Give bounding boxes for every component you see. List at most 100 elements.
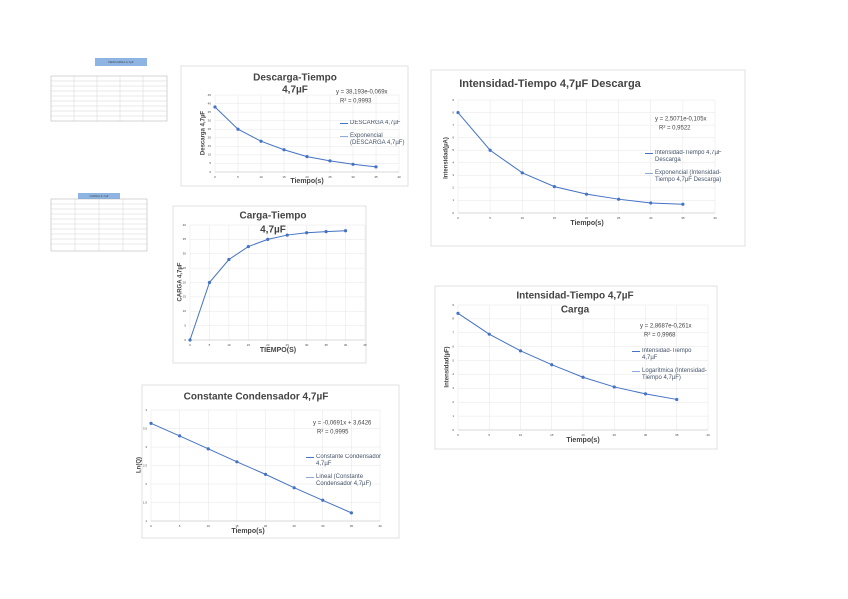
y-tick-label: 40 bbox=[183, 223, 187, 227]
y-tick-label: 1 bbox=[145, 519, 147, 523]
y-tick-label: 1 bbox=[452, 198, 454, 202]
legend-swatch bbox=[340, 123, 348, 124]
table-title: CARGA 4,7µF bbox=[89, 194, 108, 198]
x-tick-label: 45 bbox=[363, 343, 367, 347]
x-tick-label: 0 bbox=[457, 433, 459, 437]
chart-title: Carga-Tiempo bbox=[239, 211, 306, 222]
y-tick-label: 3.5 bbox=[143, 426, 148, 430]
legend-row: Intensidad-Tiempo 4,7µF Descarga bbox=[645, 150, 740, 164]
x-axis-label: Tiempo(s) bbox=[231, 528, 264, 535]
legend-swatch bbox=[306, 477, 314, 478]
x-tick-label: 35 bbox=[350, 524, 354, 528]
legend-box: DESCARGA 4,7µF Exponencial (DESCARGA 4,7µ… bbox=[340, 120, 410, 147]
y-tick-label: 20 bbox=[183, 280, 187, 284]
x-axis-label: Tiempo(s) bbox=[570, 220, 603, 227]
x-tick-label: 15 bbox=[235, 524, 239, 528]
y-axis-label: Intensidad(µA) bbox=[444, 137, 450, 179]
x-axis-label: Tiempo(s) bbox=[290, 178, 323, 185]
data-point bbox=[149, 421, 153, 425]
y-tick-label: 0 bbox=[452, 428, 454, 432]
trend-r2: R² = 0,9993 bbox=[340, 99, 372, 105]
y-tick-label: 2.5 bbox=[143, 463, 148, 467]
trend-r2: R² = 0,9522 bbox=[659, 126, 691, 132]
y-axis-label: Intensidad(µF) bbox=[445, 346, 451, 387]
series-line bbox=[150, 422, 352, 514]
trend-equation: y = 2,8687e-0,261x bbox=[640, 324, 692, 330]
y-tick-label: 4 bbox=[452, 372, 454, 376]
x-tick-label: 20 bbox=[305, 175, 309, 179]
y-tick-label: 35 bbox=[208, 110, 212, 114]
legend-swatch bbox=[645, 173, 653, 174]
chart: 0 1 2 3 4 5 6 7 8 9 0 5 10 15 20 25 30 35 40 Intensidad-Tie… bbox=[434, 285, 718, 450]
data-point bbox=[188, 338, 192, 342]
data-point bbox=[584, 192, 589, 196]
trend-r2: R² = 0,9995 bbox=[317, 430, 349, 436]
y-tick-label: 2 bbox=[452, 400, 454, 404]
x-tick-label: 35 bbox=[374, 175, 378, 179]
x-tick-label: 30 bbox=[321, 524, 325, 528]
chart-frame bbox=[141, 384, 400, 539]
y-tick-label: 0 bbox=[452, 211, 454, 215]
data-point bbox=[321, 498, 325, 502]
y-tick-label: 0 bbox=[184, 338, 186, 342]
y-tick-label: 10 bbox=[183, 309, 187, 313]
x-tick-label: 25 bbox=[617, 216, 621, 220]
data-point bbox=[324, 230, 328, 234]
legend-trend-label: Logarítmica (Intensidad-Tiempo 4,7µF) bbox=[642, 368, 707, 381]
data-point bbox=[552, 185, 556, 189]
data-point bbox=[581, 375, 585, 379]
y-tick-label: 25 bbox=[183, 266, 187, 270]
data-point bbox=[206, 447, 210, 451]
chart-title: Intensidad-Tiempo 4,7µF Descarga bbox=[459, 78, 641, 90]
x-tick-label: 20 bbox=[581, 433, 585, 437]
y-tick-label: 7 bbox=[452, 123, 454, 127]
series-line bbox=[457, 112, 683, 205]
data-point bbox=[282, 148, 286, 152]
data-point bbox=[349, 511, 353, 515]
y-tick-label: 7 bbox=[452, 331, 454, 335]
trend-r2: R² = 0,9968 bbox=[644, 333, 676, 339]
data-point bbox=[305, 231, 309, 235]
data-point bbox=[550, 363, 554, 367]
x-tick-label: 35 bbox=[324, 343, 328, 347]
y-tick-label: 6 bbox=[452, 344, 454, 348]
x-tick-label: 30 bbox=[351, 175, 355, 179]
legend-row: Lineal (Constante Condensador 4,7µF) bbox=[306, 474, 391, 488]
y-tick-label: 35 bbox=[183, 237, 187, 241]
data-point bbox=[488, 148, 492, 152]
legend-label: DESCARGA 4,7µF bbox=[350, 120, 401, 126]
y-tick-label: 1.5 bbox=[143, 500, 148, 504]
x-tick-label: 5 bbox=[488, 433, 490, 437]
y-tick-label: 5 bbox=[452, 358, 454, 362]
data-point bbox=[263, 472, 268, 476]
data-point bbox=[343, 229, 348, 233]
trend-equation: y = 2,5071e-0,105x bbox=[655, 117, 707, 123]
data-point bbox=[675, 397, 679, 402]
y-tick-label: 45 bbox=[208, 93, 212, 97]
chart-title: Descarga-Tiempo bbox=[253, 73, 337, 84]
y-tick-label: 9 bbox=[452, 303, 454, 307]
x-tick-label: 30 bbox=[305, 343, 309, 347]
data-point bbox=[178, 434, 182, 438]
x-tick-label: 0 bbox=[150, 524, 152, 528]
x-tick-label: 20 bbox=[266, 343, 270, 347]
legend-trend-label: Exponencial (DESCARGA 4,7µF) bbox=[350, 133, 405, 146]
x-tick-label: 35 bbox=[675, 433, 679, 437]
x-tick-label: 15 bbox=[553, 216, 557, 220]
y-tick-label: 0 bbox=[209, 170, 211, 174]
y-tick-label: 40 bbox=[208, 101, 212, 105]
y-tick-label: 5 bbox=[184, 323, 186, 327]
x-tick-label: 10 bbox=[259, 175, 263, 179]
legend-label: Intensidad-Tiempo 4,7µF bbox=[642, 348, 692, 361]
legend: DESCARGA 4,7µF Exponencial (DESCARGA 4,7µ… bbox=[340, 120, 410, 147]
data-point bbox=[518, 349, 523, 353]
y-tick-label: 15 bbox=[183, 295, 187, 299]
data-point bbox=[213, 105, 217, 109]
y-tick-label: 30 bbox=[183, 252, 187, 256]
y-tick-label: 6 bbox=[452, 135, 454, 139]
data-point bbox=[649, 201, 653, 205]
chart-frame bbox=[430, 69, 746, 247]
data-point bbox=[374, 165, 378, 169]
series-line bbox=[214, 106, 377, 168]
data-point bbox=[328, 159, 332, 163]
